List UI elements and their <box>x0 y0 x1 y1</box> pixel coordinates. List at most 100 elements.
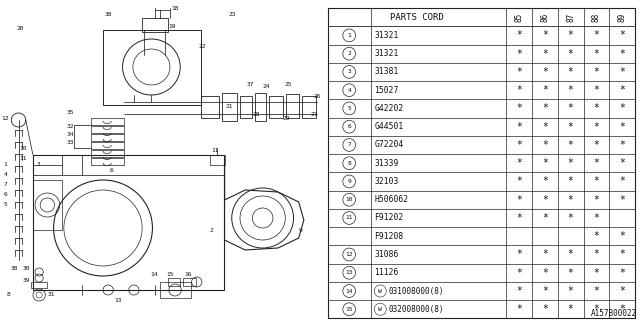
Text: 35: 35 <box>67 109 74 115</box>
Text: *: * <box>516 140 522 150</box>
Text: 89: 89 <box>618 12 627 22</box>
Bar <box>286 94 299 118</box>
Text: *: * <box>568 195 573 205</box>
Text: 26: 26 <box>314 93 321 99</box>
Text: *: * <box>568 30 573 40</box>
Text: 38: 38 <box>11 266 18 270</box>
Text: *: * <box>593 85 600 95</box>
Text: 1: 1 <box>348 33 351 38</box>
Text: 31321: 31321 <box>374 31 399 40</box>
Text: *: * <box>568 176 573 187</box>
Text: PARTS CORD: PARTS CORD <box>390 12 444 22</box>
Text: 29: 29 <box>283 116 290 121</box>
Text: *: * <box>593 286 600 296</box>
Text: 3: 3 <box>348 69 351 75</box>
Text: 13: 13 <box>346 270 353 275</box>
Text: 39: 39 <box>23 277 31 283</box>
Bar <box>255 93 266 121</box>
Text: 31086: 31086 <box>374 250 399 259</box>
Text: *: * <box>542 85 548 95</box>
Text: 032008000(8): 032008000(8) <box>388 305 444 314</box>
Text: *: * <box>620 268 625 278</box>
Text: *: * <box>542 140 548 150</box>
Text: *: * <box>620 30 625 40</box>
Text: *: * <box>593 268 600 278</box>
Text: 5: 5 <box>348 106 351 111</box>
Text: *: * <box>542 195 548 205</box>
Text: *: * <box>542 122 548 132</box>
Text: 7: 7 <box>348 142 351 148</box>
Bar <box>183 278 196 286</box>
Text: *: * <box>568 85 573 95</box>
Text: *: * <box>542 268 548 278</box>
Text: 32: 32 <box>67 124 74 129</box>
Text: 30: 30 <box>23 266 31 270</box>
Text: *: * <box>620 231 625 241</box>
Bar <box>91 158 124 165</box>
Text: 16: 16 <box>185 273 192 277</box>
Text: *: * <box>516 49 522 59</box>
Text: *: * <box>620 103 625 113</box>
Text: *: * <box>542 49 548 59</box>
Text: 9: 9 <box>299 228 303 233</box>
Text: *: * <box>620 49 625 59</box>
Text: 33: 33 <box>67 140 74 145</box>
Text: 20: 20 <box>17 26 24 30</box>
Text: W: W <box>378 307 382 312</box>
Bar <box>142 18 168 32</box>
Text: 10: 10 <box>19 146 26 150</box>
Text: 6: 6 <box>109 167 113 172</box>
Text: *: * <box>568 122 573 132</box>
Text: *: * <box>620 286 625 296</box>
Text: *: * <box>542 67 548 77</box>
Text: *: * <box>620 195 625 205</box>
Text: 15: 15 <box>346 307 353 312</box>
Text: *: * <box>593 231 600 241</box>
Text: 11: 11 <box>19 156 26 161</box>
Text: *: * <box>516 250 522 260</box>
Text: A157B00022: A157B00022 <box>591 309 637 318</box>
Text: *: * <box>516 304 522 314</box>
Text: 18: 18 <box>172 5 179 11</box>
Text: *: * <box>593 122 600 132</box>
Text: *: * <box>542 158 548 168</box>
Text: F91208: F91208 <box>374 232 404 241</box>
Bar <box>91 126 124 133</box>
Text: 6: 6 <box>348 124 351 129</box>
Text: 4: 4 <box>348 88 351 93</box>
Text: *: * <box>542 304 548 314</box>
Text: *: * <box>542 30 548 40</box>
Text: 4: 4 <box>3 172 7 178</box>
Text: 88: 88 <box>592 12 601 22</box>
Text: *: * <box>516 103 522 113</box>
Text: 3: 3 <box>36 163 40 167</box>
Text: 28: 28 <box>253 113 260 117</box>
Text: 15: 15 <box>166 273 173 277</box>
Text: 8: 8 <box>6 292 10 298</box>
Text: G72204: G72204 <box>374 140 404 149</box>
Text: 11126: 11126 <box>374 268 399 277</box>
Text: *: * <box>568 67 573 77</box>
Text: 10: 10 <box>346 197 353 202</box>
Text: 1: 1 <box>3 163 7 167</box>
Text: 9: 9 <box>348 179 351 184</box>
Bar <box>33 155 223 290</box>
Text: 31321: 31321 <box>374 49 399 58</box>
Text: 7: 7 <box>3 182 7 188</box>
Text: *: * <box>568 140 573 150</box>
Text: *: * <box>542 176 548 187</box>
Bar <box>210 155 225 165</box>
Text: *: * <box>568 286 573 296</box>
Text: 32103: 32103 <box>374 177 399 186</box>
Text: *: * <box>542 213 548 223</box>
Text: F91202: F91202 <box>374 213 404 222</box>
Text: *: * <box>593 158 600 168</box>
Text: G44501: G44501 <box>374 122 404 131</box>
Text: *: * <box>542 286 548 296</box>
Text: *: * <box>620 304 625 314</box>
Text: 13: 13 <box>115 298 122 302</box>
Text: *: * <box>593 195 600 205</box>
Text: *: * <box>516 213 522 223</box>
Text: *: * <box>620 140 625 150</box>
Text: *: * <box>568 250 573 260</box>
